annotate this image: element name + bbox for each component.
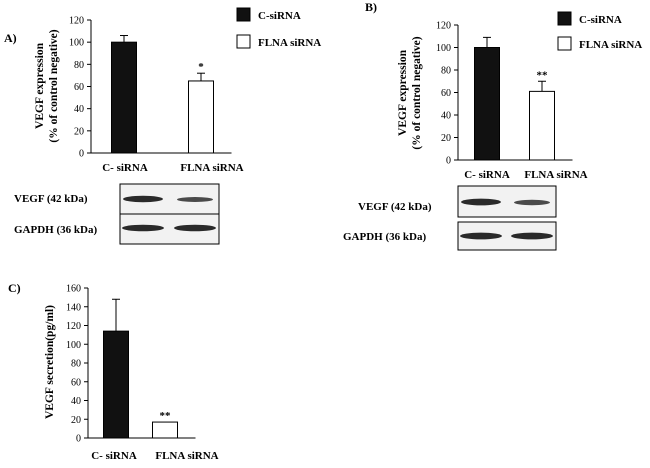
- legend-a-swatch-c-sirna: [236, 7, 251, 22]
- blot-a-gapdh-band-c: [122, 224, 164, 232]
- category-label-a-1: FLNA siRNA: [180, 162, 243, 174]
- y-axis-label-b-0: VEGF expression: [397, 49, 409, 136]
- y-axis-label-a-0: VEGF expression: [34, 42, 46, 129]
- blot-a-label-vegf: VEGF (42 kDa): [14, 193, 88, 205]
- legend-a-label-c-sirna: C-siRNA: [258, 10, 301, 22]
- y-axis-label-c-0: VEGF secretion(pg/ml): [44, 305, 56, 419]
- chart-a: 0 20 40 60 80 100 120 C- siRNA * FLNA siRNA VEGF e…: [34, 16, 244, 175]
- blot-b-vegf-band-c: [461, 198, 501, 206]
- bar-b-c-sirna: [474, 47, 500, 161]
- y-tick-label-c-160: 160: [66, 284, 81, 295]
- y-tick-label-b-60: 60: [441, 88, 451, 99]
- chart-c: 0 20 40 60 80 100 120 140 160 C- siRNA ** FLNA siRN…: [44, 284, 219, 463]
- legend-b: C-siRNA FLNA siRNA: [557, 11, 642, 51]
- blot-b-gapdh-band-c: [460, 232, 502, 240]
- panel-label-b: B): [365, 0, 377, 14]
- chart-b: 0 20 40 60 80 100 120 C- siRNA ** FLNA siRNA VEGF …: [397, 21, 588, 182]
- y-tick-label-b-40: 40: [441, 111, 451, 122]
- significance-c-1: **: [160, 410, 172, 422]
- blot-b-label-vegf: VEGF (42 kDa): [358, 201, 432, 213]
- blot-b-label-gapdh: GAPDH (36 kDa): [343, 231, 426, 243]
- panel-label-c: C): [8, 281, 21, 295]
- blot-a-vegf-band-flna: [177, 197, 213, 202]
- panel-label-a: A): [4, 31, 17, 45]
- significance-a-1: *: [198, 61, 204, 73]
- blot-a-gapdh-band-flna: [174, 224, 216, 232]
- y-tick-label-a-100: 100: [69, 38, 84, 49]
- y-tick-label-c-140: 140: [66, 302, 81, 313]
- blot-b-gapdh-band-flna: [511, 232, 553, 240]
- category-label-b-0: C- siRNA: [464, 169, 510, 181]
- blot-b: VEGF (42 kDa) GAPDH (36 kDa): [343, 185, 557, 251]
- y-tick-label-c-120: 120: [66, 321, 81, 332]
- bar-c-c-sirna: [103, 330, 129, 439]
- legend-b-label-c-sirna: C-siRNA: [579, 14, 622, 26]
- blot-a: VEGF (42 kDa) GAPDH (36 kDa): [14, 183, 220, 245]
- y-tick-label-b-100: 100: [436, 43, 451, 54]
- category-label-a-0: C- siRNA: [102, 162, 148, 174]
- y-tick-label-a-20: 20: [74, 126, 84, 137]
- y-tick-label-c-60: 60: [71, 377, 81, 388]
- y-tick-label-b-120: 120: [436, 21, 451, 32]
- significance-b-1: **: [537, 69, 549, 81]
- y-tick-label-c-20: 20: [71, 415, 81, 426]
- bar-b-flna-sirna: [529, 90, 555, 161]
- y-axis-label-b-1: (% of control negative): [411, 36, 423, 149]
- bar-a-flna-sirna: [188, 80, 214, 154]
- y-tick-label-b-20: 20: [441, 133, 451, 144]
- legend-b-swatch-c-sirna: [557, 11, 572, 26]
- blot-a-vegf-band-c: [123, 195, 163, 203]
- blot-b-vegf-band-flna: [514, 199, 550, 206]
- y-tick-label-b-0: 0: [446, 156, 451, 167]
- y-tick-label-a-40: 40: [74, 104, 84, 115]
- legend-b-label-flna-sirna: FLNA siRNA: [579, 39, 642, 51]
- bar-a-c-sirna: [111, 41, 137, 154]
- legend-a: C-siRNA FLNA siRNA: [236, 7, 321, 49]
- category-label-c-0: C- siRNA: [91, 450, 137, 462]
- blot-a-label-gapdh: GAPDH (36 kDa): [14, 224, 97, 236]
- legend-b-swatch-flna-sirna: [557, 36, 572, 51]
- legend-a-label-flna-sirna: FLNA siRNA: [258, 37, 321, 49]
- y-tick-label-a-120: 120: [69, 16, 84, 27]
- y-tick-label-c-100: 100: [66, 340, 81, 351]
- y-tick-label-c-80: 80: [71, 359, 81, 370]
- y-tick-label-a-60: 60: [74, 82, 84, 93]
- y-axis-label-a-1: (% of control negative): [48, 29, 60, 142]
- y-tick-label-a-80: 80: [74, 60, 84, 71]
- y-tick-label-c-0: 0: [76, 434, 81, 445]
- y-tick-label-c-40: 40: [71, 396, 81, 407]
- category-label-c-1: FLNA siRNA: [155, 450, 218, 462]
- y-tick-label-b-80: 80: [441, 66, 451, 77]
- y-tick-label-a-0: 0: [79, 149, 84, 160]
- category-label-b-1: FLNA siRNA: [524, 169, 587, 181]
- bar-c-flna-sirna: [152, 421, 178, 439]
- legend-a-swatch-flna-sirna: [236, 34, 251, 49]
